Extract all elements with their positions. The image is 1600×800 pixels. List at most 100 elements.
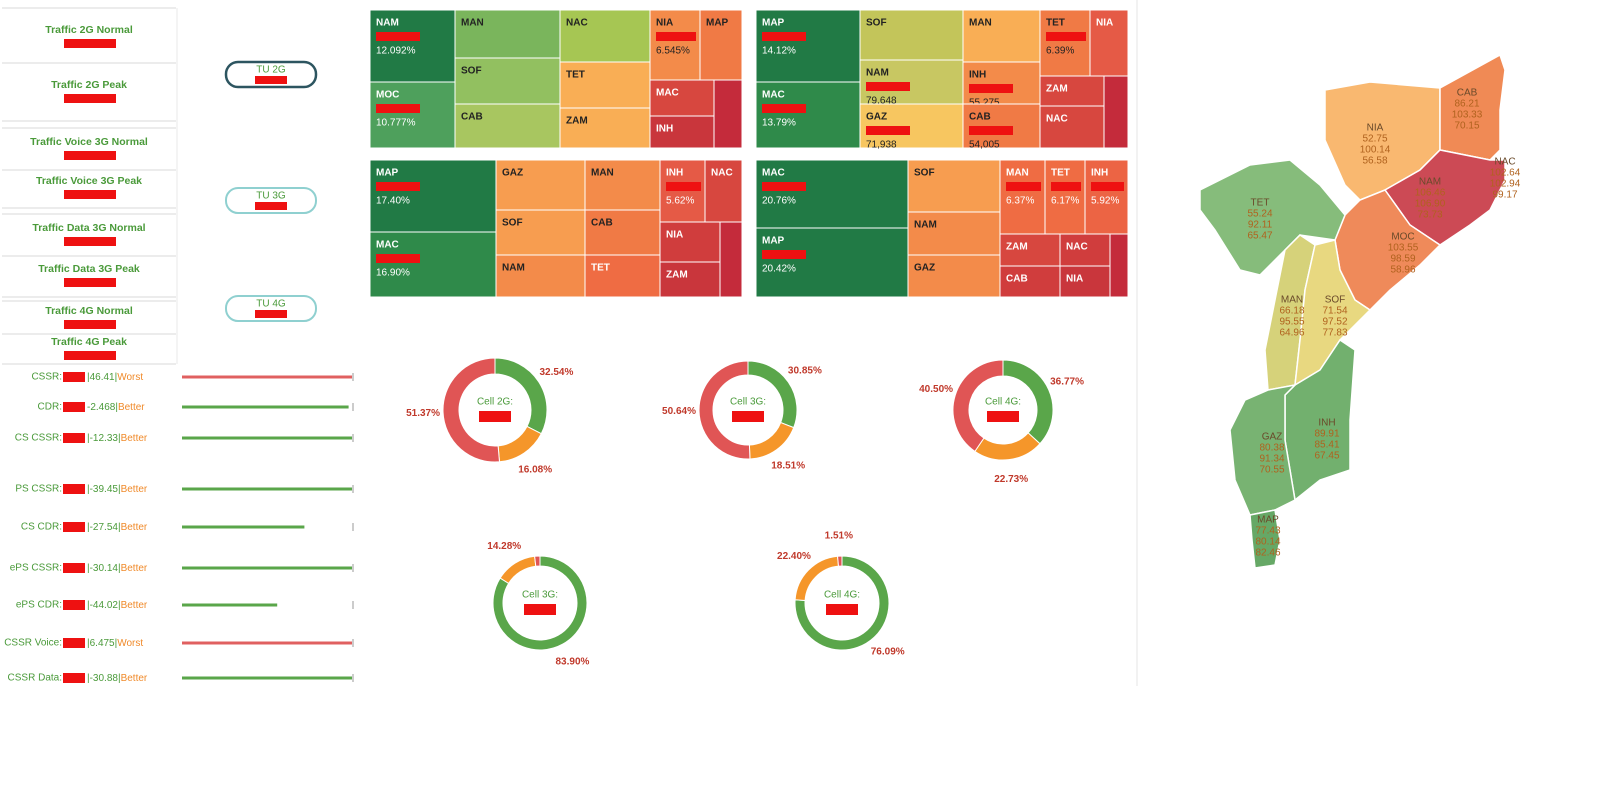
treemap-cell	[659, 221, 721, 263]
treemap-label: NAC	[711, 168, 733, 179]
donut-label: 32.54%	[539, 367, 573, 378]
treemap-cell	[369, 81, 456, 149]
metric-bar	[182, 487, 352, 491]
tu-button-label[interactable]: TU 4G	[256, 299, 286, 310]
treemap-label: TET	[1051, 168, 1070, 179]
donut-label: 51.37%	[406, 408, 440, 419]
treemap-label: MAN	[461, 18, 484, 29]
redaction	[63, 600, 85, 610]
map-region-value: 106.46	[1415, 188, 1446, 199]
donut-label: 83.90%	[556, 656, 590, 667]
treemap-value: 20.42%	[762, 264, 796, 275]
tu-button[interactable]	[224, 60, 318, 89]
redaction	[826, 604, 858, 615]
treemap-label: NAM	[866, 68, 889, 79]
treemap-label: ZAM	[1006, 242, 1028, 253]
treemap-value: 5.62%	[666, 196, 694, 207]
redaction	[866, 82, 910, 91]
donut-segment	[837, 555, 843, 567]
metric-value: |-44.02|	[87, 600, 121, 611]
redaction	[63, 673, 85, 683]
treemap-label: GAZ	[502, 168, 523, 179]
redaction	[1091, 182, 1124, 191]
treemap-cell	[454, 103, 561, 149]
treemap-label: MAC	[762, 90, 785, 101]
treemap-cell	[649, 9, 701, 81]
treemap-cell	[999, 265, 1061, 298]
treemap-label: ZAM	[566, 116, 588, 127]
treemap-cell	[1039, 9, 1091, 77]
donut-label: 40.50%	[919, 384, 953, 395]
metric-status: Better	[121, 673, 148, 684]
donut-title: Cell 3G:	[730, 397, 766, 408]
treemap-value: 6.39%	[1046, 46, 1074, 57]
metric-name: ePS CDR:	[16, 600, 62, 611]
donut-title: Cell 2G:	[477, 397, 513, 408]
treemap-label: ZAM	[1046, 84, 1068, 95]
metric-bar	[182, 375, 352, 379]
treemap-cell	[1084, 159, 1129, 235]
metric-status: Better	[121, 433, 148, 444]
map-region-value: 106.90	[1415, 199, 1446, 210]
treemap-value: 5.92%	[1091, 196, 1119, 207]
map-region-value: 64.96	[1279, 328, 1304, 339]
metric-text: |-30.14|Better	[87, 563, 148, 574]
treemap-cell	[454, 9, 561, 59]
map-region-value: 70.15	[1454, 121, 1479, 132]
redaction	[63, 402, 85, 412]
treemap-label: MAN	[591, 168, 614, 179]
treemap-cell	[755, 227, 909, 298]
map-region-value: 52.75	[1362, 134, 1387, 145]
treemap-cell	[649, 115, 715, 149]
metric-name: CSSR Voice:	[4, 638, 62, 649]
treemap-label: MAN	[969, 18, 992, 29]
metric-bar	[182, 641, 352, 645]
redaction	[969, 84, 1013, 93]
map-region-name: CAB	[1457, 88, 1478, 99]
metric-text: |-12.33|Better	[87, 433, 148, 444]
metric-text: |46.41|Worst	[87, 372, 143, 383]
map-region-name: NAM	[1419, 177, 1441, 188]
redaction	[1046, 32, 1086, 41]
treemap-cell	[369, 9, 456, 83]
tu-button[interactable]	[225, 295, 317, 322]
kpi-title: Traffic 4G Peak	[51, 336, 127, 348]
treemap-label: NIA	[1066, 274, 1083, 285]
donut-label: 50.64%	[662, 406, 696, 417]
donut-segment	[952, 359, 1004, 453]
map-region-name: NAC	[1494, 157, 1515, 168]
treemap-label: NAM	[376, 18, 399, 29]
tu-button-label[interactable]: TU 3G	[256, 191, 286, 202]
redaction	[376, 182, 420, 191]
redaction	[63, 563, 85, 573]
donut-title: Cell 4G:	[824, 590, 860, 601]
map-region-value: 103.33	[1452, 110, 1483, 121]
treemap-label: SOF	[461, 66, 482, 77]
metric-status: Worst	[117, 372, 143, 383]
treemap-value: 6.545%	[656, 46, 690, 57]
redaction	[64, 237, 116, 246]
treemap-cell	[1059, 265, 1111, 298]
treemap-label: SOF	[914, 168, 935, 179]
kpi-title: Traffic 2G Normal	[45, 24, 133, 36]
map-region-value: 66.18	[1279, 306, 1304, 317]
redaction	[1006, 182, 1041, 191]
treemap-label: NAC	[566, 18, 588, 29]
tu-button[interactable]	[225, 187, 317, 214]
redaction	[732, 411, 764, 422]
tu-button-label[interactable]: TU 2G	[256, 65, 286, 76]
donut-segment	[442, 357, 501, 463]
treemap-cell	[713, 79, 743, 149]
map-region-value: 73.73	[1417, 210, 1442, 221]
redaction	[64, 320, 116, 329]
treemap-label: NAM	[502, 263, 525, 274]
redaction	[762, 250, 806, 259]
treemap-value: 14.12%	[762, 46, 796, 57]
donut-label: 16.08%	[518, 464, 552, 475]
treemap-label: MAC	[376, 240, 399, 251]
treemap-cell	[584, 159, 661, 211]
treemap-value: 6.37%	[1006, 196, 1034, 207]
map-region-value: 85.41	[1314, 440, 1339, 451]
treemap-cell	[369, 231, 497, 298]
donut-segment	[534, 555, 541, 567]
